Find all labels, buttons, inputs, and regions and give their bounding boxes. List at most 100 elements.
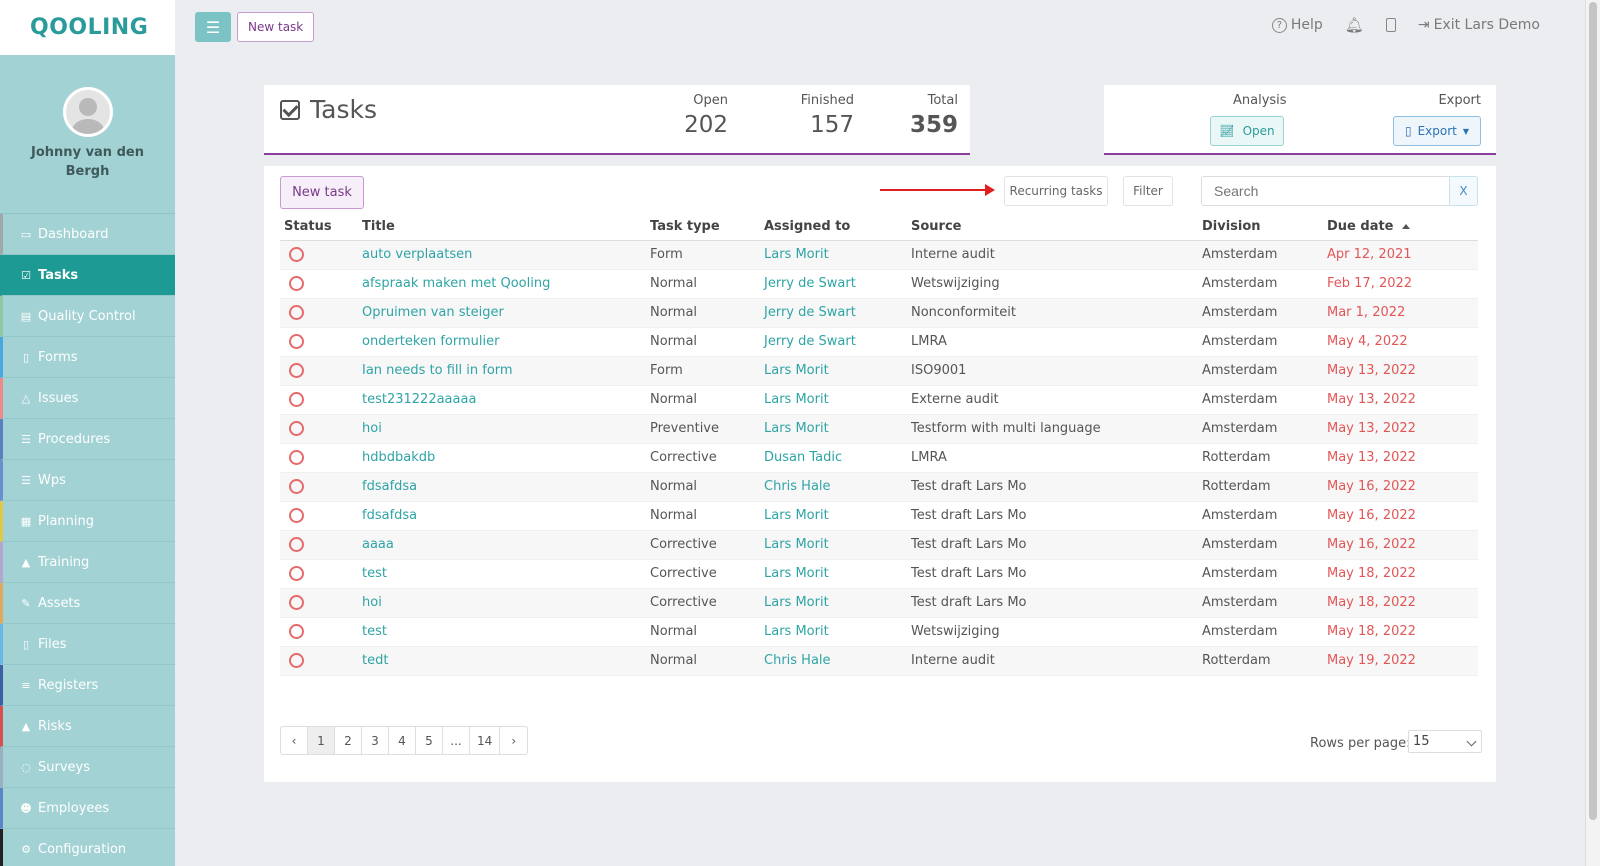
assigned-to[interactable]: Lars Morit: [760, 501, 907, 531]
task-title[interactable]: tedt: [358, 646, 646, 676]
column-header-division[interactable]: Division: [1198, 213, 1323, 241]
status-open-icon[interactable]: [289, 247, 304, 262]
sidebar-item-risks[interactable]: ▲ Risks: [0, 706, 175, 747]
task-title[interactable]: fdsafdsa: [358, 472, 646, 502]
status-open-icon[interactable]: [289, 479, 304, 494]
next-page-button[interactable]: ›: [511, 733, 517, 748]
help-link[interactable]: ? Help: [1271, 17, 1323, 33]
task-title[interactable]: aaaa: [358, 530, 646, 560]
task-title[interactable]: Ian needs to fill in form: [358, 356, 646, 386]
table-row[interactable]: Ian needs to fill in form Form Lars Morit I…: [280, 356, 1478, 386]
table-row[interactable]: onderteken formulier Normal Jerry de Swart…: [280, 327, 1478, 357]
rows-per-page-select[interactable]: 15: [1408, 730, 1482, 753]
analysis-open-button[interactable]: 📈︎ Open: [1210, 116, 1284, 146]
menu-toggle-button[interactable]: ☰: [195, 12, 231, 42]
status-open-icon[interactable]: [289, 305, 304, 320]
task-title[interactable]: auto verplaatsen: [358, 240, 646, 270]
column-header-assigned-to[interactable]: Assigned to: [760, 213, 907, 241]
search-input[interactable]: [1201, 176, 1450, 206]
sidebar-item-files[interactable]: ▯ Files: [0, 624, 175, 665]
column-header-task-type[interactable]: Task type: [646, 213, 760, 241]
assigned-to[interactable]: Lars Morit: [760, 530, 907, 560]
task-title[interactable]: test231222aaaaa: [358, 385, 646, 415]
table-row[interactable]: auto verplaatsen Form Lars Morit Interne au…: [280, 240, 1478, 270]
table-row[interactable]: hoi Corrective Lars Morit Test draft Lars M…: [280, 588, 1478, 618]
vertical-scrollbar[interactable]: [1585, 0, 1600, 866]
table-row[interactable]: test Corrective Lars Morit Test draft Lars …: [280, 559, 1478, 589]
task-title[interactable]: onderteken formulier: [358, 327, 646, 357]
column-header-source[interactable]: Source: [907, 213, 1198, 241]
tablet-icon[interactable]: [1385, 18, 1396, 32]
task-title[interactable]: fdsafdsa: [358, 501, 646, 531]
page-3[interactable]: 3: [362, 727, 389, 754]
status-open-icon[interactable]: [289, 566, 304, 581]
task-title[interactable]: hdbdbakdb: [358, 443, 646, 473]
status-open-icon[interactable]: [289, 450, 304, 465]
sidebar-item-assets[interactable]: ✎ Assets: [0, 583, 175, 624]
profile-name[interactable]: Johnny van den Bergh: [31, 145, 144, 179]
table-row[interactable]: aaaa Corrective Lars Morit Test draft Lars …: [280, 530, 1478, 560]
avatar[interactable]: [62, 87, 113, 137]
table-row[interactable]: fdsafdsa Normal Lars Morit Test draft Lars …: [280, 501, 1478, 531]
status-open-icon[interactable]: [289, 653, 304, 668]
clear-search-button[interactable]: X: [1449, 176, 1478, 206]
status-open-icon[interactable]: [289, 392, 304, 407]
bell-icon[interactable]: 🔔︎: [1344, 16, 1364, 34]
column-header-title[interactable]: Title: [358, 213, 646, 241]
column-header-due-date[interactable]: Due date: [1323, 213, 1478, 241]
page-4[interactable]: 4: [389, 727, 416, 754]
page-5[interactable]: 5: [416, 727, 443, 754]
topbar-new-task-button[interactable]: New task: [237, 12, 315, 42]
status-open-icon[interactable]: [289, 624, 304, 639]
sidebar-item-procedures[interactable]: ☰ Procedures: [0, 419, 175, 460]
sidebar-item-employees[interactable]: ☻ Employees: [0, 788, 175, 829]
status-open-icon[interactable]: [289, 595, 304, 610]
assigned-to[interactable]: Lars Morit: [760, 356, 907, 386]
table-row[interactable]: hoi Preventive Lars Morit Testform with mul…: [280, 414, 1478, 444]
sidebar-item-forms[interactable]: ▯ Forms: [0, 337, 175, 378]
status-open-icon[interactable]: [289, 334, 304, 349]
table-row[interactable]: Opruimen van steiger Normal Jerry de Swart…: [280, 298, 1478, 328]
sidebar-item-dashboard[interactable]: ▭ Dashboard: [0, 214, 175, 255]
assigned-to[interactable]: Lars Morit: [760, 559, 907, 589]
table-row[interactable]: tedt Normal Chris Hale Interne audit Rotterd…: [280, 646, 1478, 676]
assigned-to[interactable]: Jerry de Swart: [760, 298, 907, 328]
qooling-logo[interactable]: QOOLING: [30, 15, 149, 40]
assigned-to[interactable]: Chris Hale: [760, 472, 907, 502]
sidebar-item-configuration[interactable]: ⚙ Configuration: [0, 829, 175, 866]
table-row[interactable]: test Normal Lars Morit Wetswijziging Amsterd…: [280, 617, 1478, 647]
task-title[interactable]: test: [358, 617, 646, 647]
filter-button[interactable]: Filter: [1123, 176, 1173, 206]
assigned-to[interactable]: Chris Hale: [760, 646, 907, 676]
recurring-tasks-button[interactable]: Recurring tasks: [1004, 176, 1108, 206]
task-title[interactable]: afspraak maken met Qooling: [358, 269, 646, 299]
task-title[interactable]: hoi: [358, 414, 646, 444]
sidebar-item-tasks[interactable]: ☑ Tasks: [0, 255, 175, 296]
table-row[interactable]: test231222aaaaa Normal Lars Morit Externe a…: [280, 385, 1478, 415]
assigned-to[interactable]: Lars Morit: [760, 617, 907, 647]
sidebar-item-issues[interactable]: △ Issues: [0, 378, 175, 419]
page-14[interactable]: 14: [470, 727, 501, 754]
table-row[interactable]: fdsafdsa Normal Chris Hale Test draft Lars …: [280, 472, 1478, 502]
export-dropdown-button[interactable]: ▯ Export ▼: [1393, 116, 1481, 146]
sidebar-item-registers[interactable]: ≡ Registers: [0, 665, 175, 706]
column-header-status[interactable]: Status: [280, 213, 358, 241]
assigned-to[interactable]: Lars Morit: [760, 588, 907, 618]
task-title[interactable]: test: [358, 559, 646, 589]
new-task-button[interactable]: New task: [280, 176, 364, 209]
assigned-to[interactable]: Jerry de Swart: [760, 327, 907, 357]
assigned-to[interactable]: Dusan Tadic: [760, 443, 907, 473]
sidebar-item-quality-control[interactable]: ▤ Quality Control: [0, 296, 175, 337]
assigned-to[interactable]: Lars Morit: [760, 385, 907, 415]
status-open-icon[interactable]: [289, 537, 304, 552]
exit-demo-link[interactable]: ⇥ Exit Lars Demo: [1418, 17, 1540, 33]
status-open-icon[interactable]: [289, 508, 304, 523]
page-1[interactable]: 1: [308, 727, 335, 754]
status-open-icon[interactable]: [289, 276, 304, 291]
sidebar-item-surveys[interactable]: ◌ Surveys: [0, 747, 175, 788]
assigned-to[interactable]: Lars Morit: [760, 414, 907, 444]
sidebar-item-wps[interactable]: ☰ Wps: [0, 460, 175, 501]
previous-page-button[interactable]: ‹: [281, 727, 308, 754]
table-row[interactable]: hdbdbakdb Corrective Dusan Tadic LMRA Rotter…: [280, 443, 1478, 473]
sidebar-item-training[interactable]: ▲ Training: [0, 542, 175, 583]
